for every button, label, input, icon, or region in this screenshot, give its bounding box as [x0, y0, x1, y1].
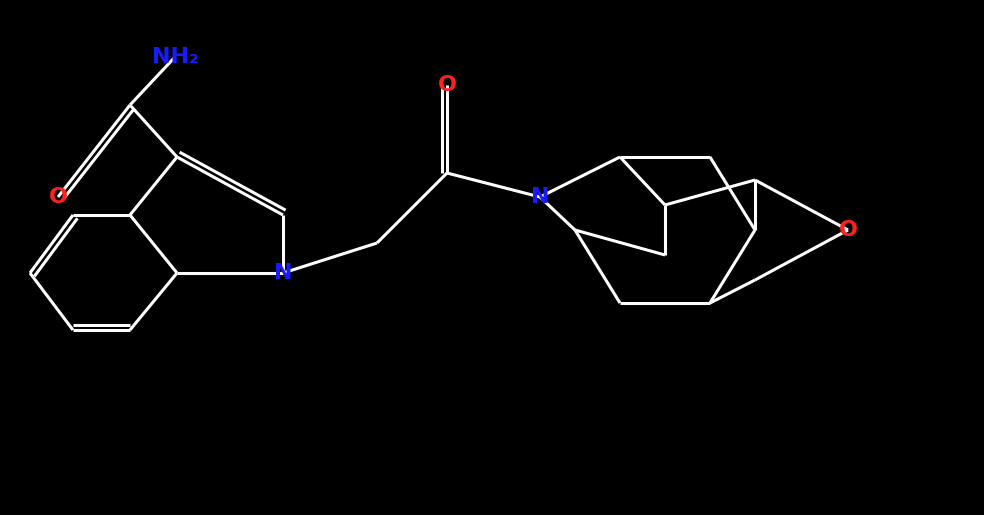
Text: O: O: [838, 220, 857, 240]
Text: N: N: [530, 187, 549, 207]
Text: O: O: [438, 75, 457, 95]
Text: O: O: [48, 187, 68, 207]
Text: NH₂: NH₂: [152, 47, 199, 67]
Text: N: N: [274, 263, 292, 283]
